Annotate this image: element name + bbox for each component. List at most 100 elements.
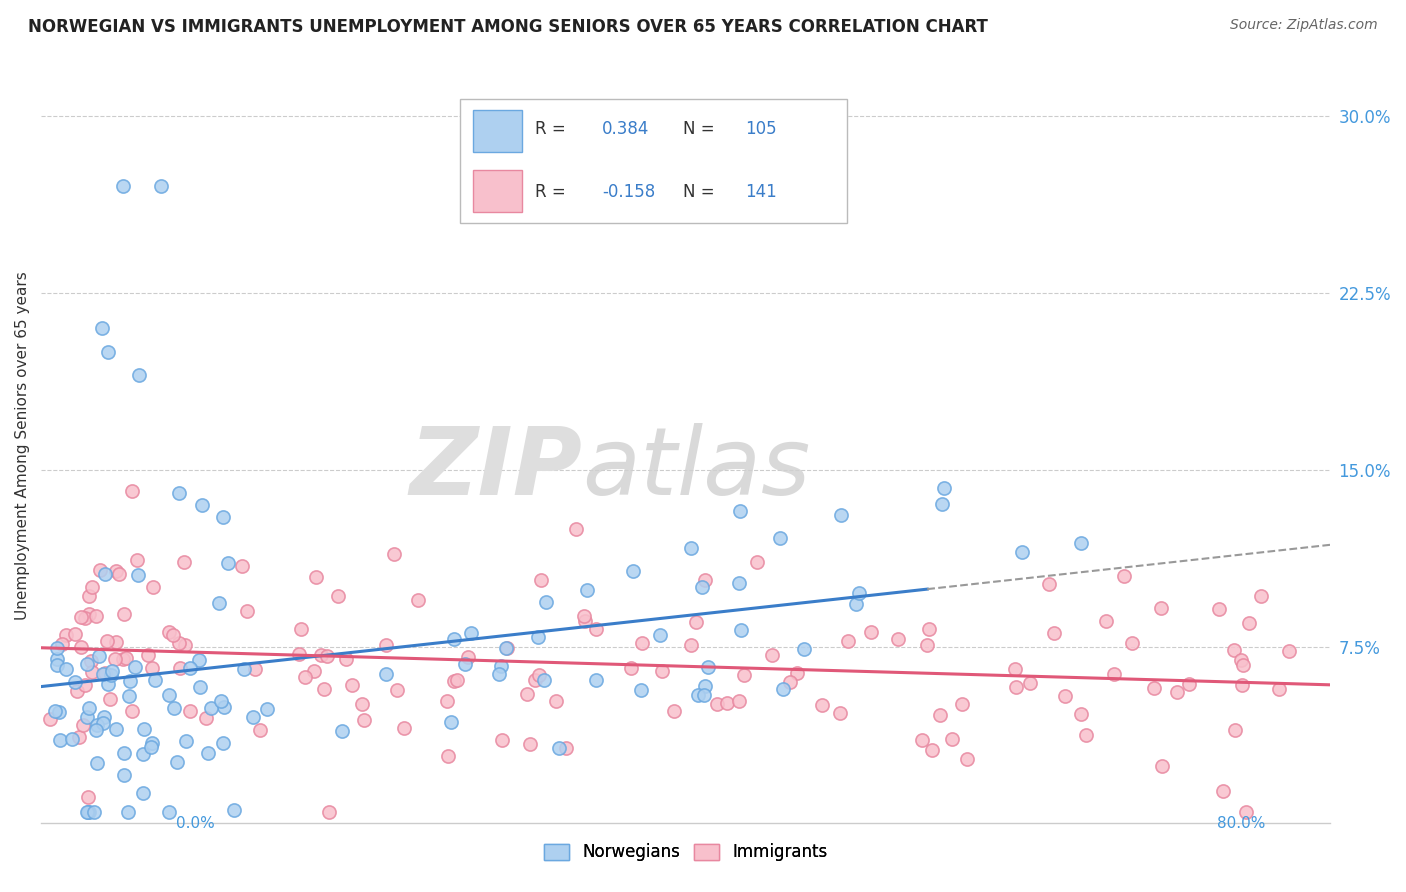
Point xyxy=(761,648,783,662)
Point xyxy=(375,666,398,681)
Point xyxy=(70,610,93,624)
Point xyxy=(1208,602,1230,616)
Point xyxy=(157,624,180,639)
Point xyxy=(217,556,239,570)
Point xyxy=(706,697,728,711)
Text: NORWEGIAN VS IMMIGRANTS UNEMPLOYMENT AMONG SENIORS OVER 65 YEARS CORRELATION CHA: NORWEGIAN VS IMMIGRANTS UNEMPLOYMENT AMO… xyxy=(28,18,988,36)
Point xyxy=(330,723,353,738)
Point xyxy=(105,635,128,649)
Point xyxy=(837,634,859,648)
Point xyxy=(91,716,114,731)
Point xyxy=(124,660,146,674)
Point xyxy=(93,566,115,581)
Point xyxy=(108,567,131,582)
Point xyxy=(1038,577,1060,591)
Point xyxy=(112,746,135,760)
Point xyxy=(648,628,671,642)
Point xyxy=(157,805,180,819)
Point xyxy=(786,666,808,681)
Point xyxy=(585,673,607,688)
Point xyxy=(318,805,340,819)
Point xyxy=(495,640,517,655)
Point xyxy=(75,678,97,692)
Point xyxy=(1004,680,1026,694)
Text: ZIP: ZIP xyxy=(409,423,582,515)
Point xyxy=(89,563,111,577)
Point xyxy=(917,638,939,652)
Point xyxy=(288,647,311,661)
Point xyxy=(585,622,607,636)
Point xyxy=(730,623,752,637)
Point xyxy=(100,668,122,682)
Text: 0.384: 0.384 xyxy=(602,120,650,138)
Point xyxy=(142,580,165,594)
Text: -0.158: -0.158 xyxy=(602,183,655,201)
Point xyxy=(932,481,955,495)
Point xyxy=(173,555,195,569)
Point xyxy=(104,652,127,666)
Point xyxy=(115,651,138,665)
Point xyxy=(191,498,214,512)
Point xyxy=(436,694,458,708)
Point xyxy=(82,580,104,594)
Point xyxy=(231,558,253,573)
Point xyxy=(547,740,569,755)
Point xyxy=(572,608,595,623)
Point xyxy=(527,630,550,644)
Point xyxy=(77,789,100,804)
Y-axis label: Unemployment Among Seniors over 65 years: Unemployment Among Seniors over 65 years xyxy=(15,272,30,620)
Point xyxy=(374,638,396,652)
Point xyxy=(305,570,328,584)
Point xyxy=(921,742,943,756)
Point xyxy=(104,723,127,737)
Point xyxy=(118,689,141,703)
Point xyxy=(96,634,118,648)
Point xyxy=(408,593,430,607)
Point xyxy=(1143,681,1166,695)
Point xyxy=(209,694,232,708)
Text: N =: N = xyxy=(683,183,720,201)
Point xyxy=(1114,569,1136,583)
Point xyxy=(631,636,654,650)
Point xyxy=(139,739,162,754)
Point xyxy=(1043,625,1066,640)
Point xyxy=(76,710,98,724)
Point xyxy=(527,667,550,681)
Point xyxy=(242,710,264,724)
Point xyxy=(174,733,197,747)
Point xyxy=(167,486,190,500)
Point xyxy=(1121,636,1143,650)
Point xyxy=(169,661,191,675)
Point xyxy=(1070,706,1092,721)
Point xyxy=(1250,589,1272,603)
Point xyxy=(245,662,267,676)
Point xyxy=(309,648,332,662)
Point xyxy=(179,704,201,718)
Point xyxy=(745,556,768,570)
Point xyxy=(1104,667,1126,681)
Point xyxy=(194,711,217,725)
Point xyxy=(236,604,259,618)
Point xyxy=(125,552,148,566)
Point xyxy=(55,662,77,676)
Point xyxy=(716,696,738,710)
Point xyxy=(141,736,163,750)
Point xyxy=(384,547,406,561)
Point xyxy=(97,677,120,691)
Point xyxy=(212,700,235,714)
FancyBboxPatch shape xyxy=(472,170,522,212)
Point xyxy=(77,805,100,819)
Point xyxy=(574,614,596,628)
Point xyxy=(454,657,477,671)
Point xyxy=(131,786,153,800)
Point xyxy=(49,732,72,747)
Point xyxy=(830,508,852,522)
Point xyxy=(84,609,107,624)
Point xyxy=(76,657,98,671)
Point xyxy=(554,741,576,756)
Point xyxy=(45,652,67,666)
Point xyxy=(436,749,458,764)
Point xyxy=(845,597,868,611)
Point xyxy=(1232,657,1254,672)
Point xyxy=(112,607,135,621)
